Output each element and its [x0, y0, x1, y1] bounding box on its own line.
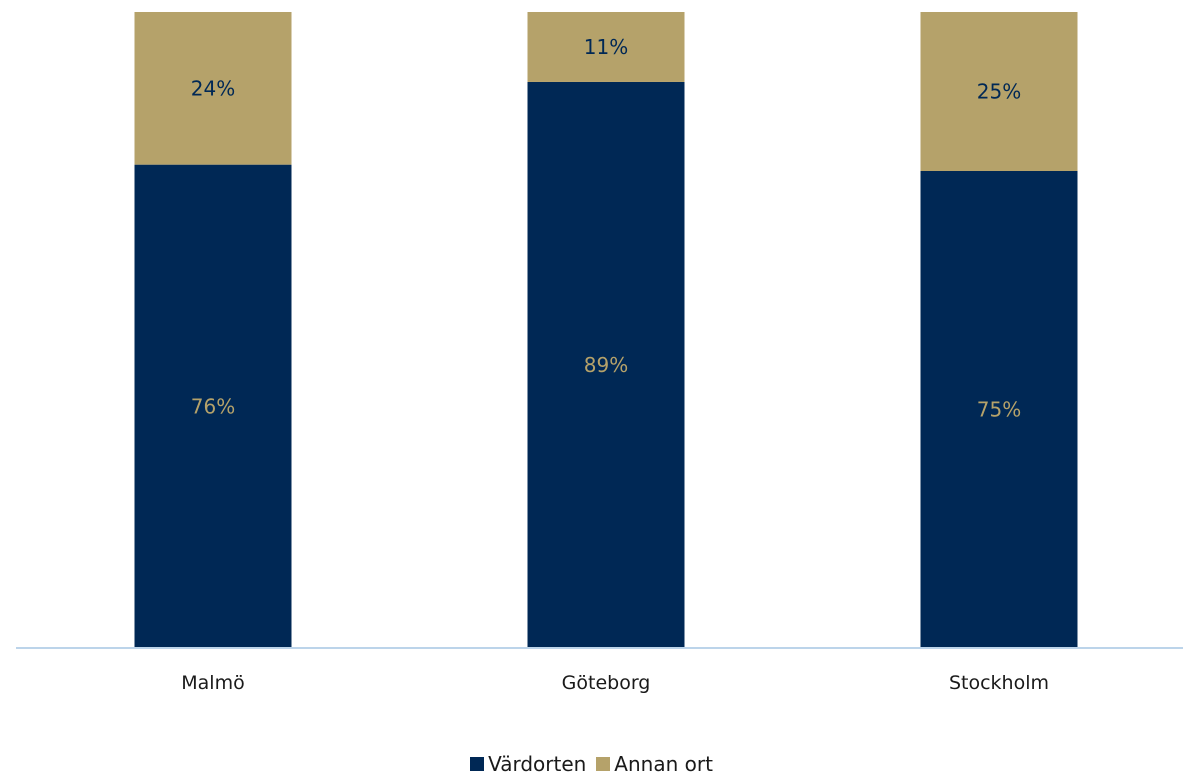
- data-label-stockholm-annan-ort: 25%: [977, 80, 1021, 104]
- bar-stockholm-vardorten: [920, 171, 1078, 648]
- legend-swatch-annan-ort: [596, 757, 611, 771]
- legend-label-vardorten: Värdorten: [488, 752, 587, 776]
- legend-item-annan-ort: Annan ort: [596, 752, 713, 776]
- x-tick-label-goteborg: Göteborg: [562, 672, 651, 694]
- x-tick-label-malmo: Malmö: [181, 672, 244, 694]
- bar-goteborg-annan-ort: [527, 12, 685, 82]
- bar-malmo-vardorten: [134, 164, 292, 648]
- legend: Värdorten Annan ort: [0, 750, 1183, 778]
- legend-label-annan-ort: Annan ort: [614, 752, 713, 776]
- data-label-stockholm-vardorten: 75%: [977, 398, 1021, 422]
- legend-swatch-vardorten: [470, 757, 485, 771]
- bar-goteborg-vardorten: [527, 81, 685, 648]
- data-label-goteborg-annan-ort: 11%: [584, 35, 628, 59]
- bar-malmo-annan-ort: [134, 12, 292, 165]
- data-label-malmo-vardorten: 76%: [191, 394, 235, 418]
- x-tick-label-stockholm: Stockholm: [949, 672, 1049, 694]
- bar-stockholm-annan-ort: [920, 12, 1078, 171]
- bars-group: [134, 12, 1078, 648]
- data-label-goteborg-vardorten: 89%: [584, 353, 628, 377]
- legend-item-vardorten: Värdorten: [470, 752, 586, 776]
- category-labels-group: Malmö Göteborg Stockholm: [181, 672, 1049, 694]
- data-label-malmo-annan-ort: 24%: [191, 76, 235, 100]
- bar-labels-group: 76% 24% 89% 11% 75% 25%: [191, 35, 1021, 422]
